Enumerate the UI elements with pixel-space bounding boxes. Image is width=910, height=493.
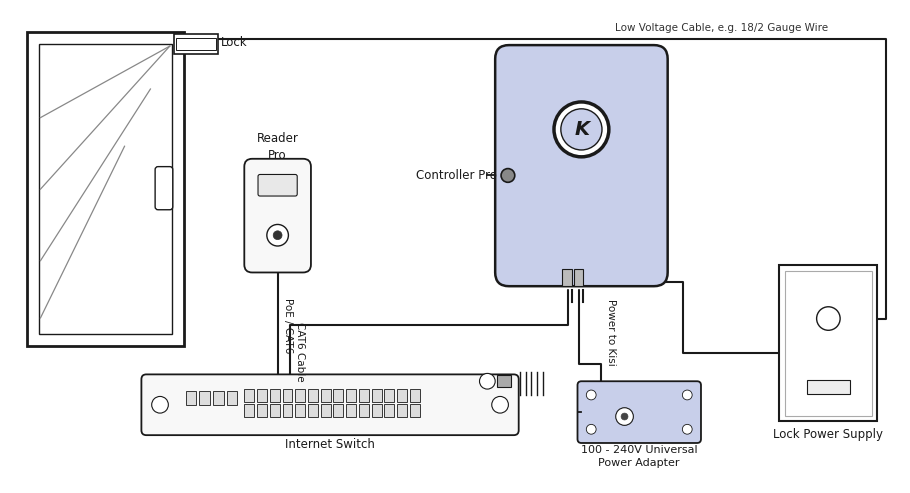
Bar: [269, 389, 279, 402]
Bar: [346, 389, 356, 402]
Circle shape: [586, 424, 596, 434]
Circle shape: [622, 413, 628, 420]
Text: Power to Kisi: Power to Kisi: [606, 299, 616, 366]
Bar: [295, 389, 305, 402]
Bar: [320, 404, 330, 417]
Bar: [779, 265, 877, 422]
Circle shape: [561, 109, 602, 150]
Bar: [213, 391, 224, 405]
Bar: [176, 38, 216, 50]
Bar: [174, 35, 217, 54]
Bar: [282, 404, 292, 417]
Bar: [497, 375, 511, 387]
Bar: [282, 389, 292, 402]
Bar: [410, 404, 420, 417]
Bar: [359, 404, 369, 417]
Text: Controller Pro: Controller Pro: [416, 169, 497, 182]
Bar: [26, 33, 184, 346]
Bar: [269, 404, 279, 417]
Bar: [371, 389, 381, 402]
Circle shape: [682, 424, 693, 434]
Bar: [346, 404, 356, 417]
Bar: [320, 389, 330, 402]
FancyBboxPatch shape: [244, 159, 311, 273]
Bar: [199, 391, 210, 405]
Bar: [384, 389, 394, 402]
Circle shape: [816, 307, 840, 330]
Bar: [308, 389, 318, 402]
Bar: [573, 269, 583, 286]
Bar: [227, 391, 238, 405]
Bar: [807, 380, 850, 394]
Bar: [244, 404, 254, 417]
Bar: [308, 404, 318, 417]
Circle shape: [273, 231, 282, 240]
Text: Reader
Pro: Reader Pro: [257, 132, 298, 162]
Text: K: K: [575, 120, 590, 139]
Bar: [333, 404, 343, 417]
Text: PoE / CAT6: PoE / CAT6: [284, 298, 294, 353]
Circle shape: [501, 169, 515, 182]
Circle shape: [682, 390, 693, 400]
Circle shape: [554, 102, 609, 157]
Bar: [384, 404, 394, 417]
Text: Lock Power Supply: Lock Power Supply: [774, 428, 884, 441]
Circle shape: [586, 390, 596, 400]
Bar: [397, 389, 407, 402]
Text: CAT6 Cable: CAT6 Cable: [295, 322, 305, 382]
Text: Low Voltage Cable, e.g. 18/2 Gauge Wire: Low Voltage Cable, e.g. 18/2 Gauge Wire: [615, 23, 828, 33]
FancyBboxPatch shape: [258, 175, 298, 196]
Circle shape: [616, 408, 633, 425]
Bar: [359, 389, 369, 402]
Circle shape: [152, 396, 168, 413]
Circle shape: [491, 396, 509, 413]
Bar: [333, 389, 343, 402]
Text: Internet Switch: Internet Switch: [285, 438, 375, 451]
Bar: [257, 389, 267, 402]
Text: Lock: Lock: [221, 36, 248, 49]
FancyBboxPatch shape: [155, 167, 173, 210]
Bar: [186, 391, 197, 405]
Text: 100 - 240V Universal
Power Adapter: 100 - 240V Universal Power Adapter: [581, 445, 698, 468]
FancyBboxPatch shape: [578, 381, 701, 443]
Bar: [561, 269, 571, 286]
Bar: [785, 271, 872, 416]
Bar: [257, 404, 267, 417]
Bar: [371, 404, 381, 417]
Bar: [244, 389, 254, 402]
Circle shape: [480, 373, 495, 389]
FancyBboxPatch shape: [141, 374, 519, 435]
Bar: [295, 404, 305, 417]
Bar: [38, 44, 172, 334]
Bar: [410, 389, 420, 402]
Bar: [397, 404, 407, 417]
Circle shape: [267, 224, 288, 246]
FancyBboxPatch shape: [495, 45, 668, 286]
